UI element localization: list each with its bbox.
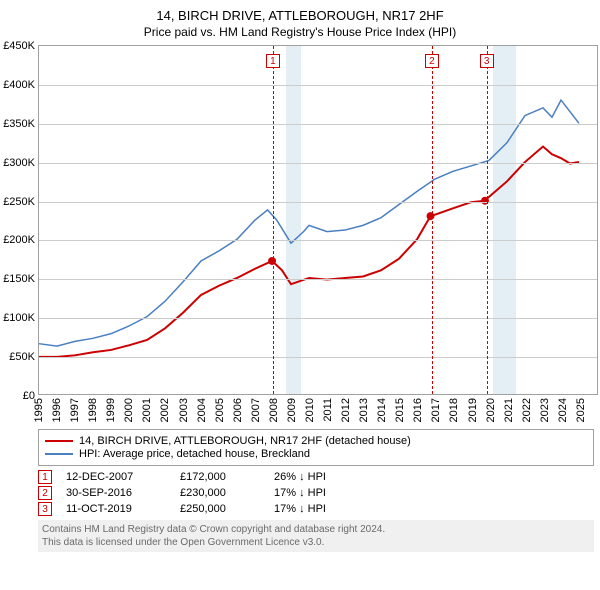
event-delta: 17% ↓ HPI xyxy=(274,487,364,499)
x-axis-label: 2019 xyxy=(467,398,479,422)
marker-number: 1 xyxy=(266,54,280,68)
event-price: £250,000 xyxy=(180,503,260,515)
x-axis-label: 2012 xyxy=(340,398,352,422)
event-delta: 26% ↓ HPI xyxy=(274,471,364,483)
gridline xyxy=(39,163,597,164)
x-axis-label: 1999 xyxy=(105,398,117,422)
x-axis-label: 2021 xyxy=(503,398,515,422)
x-axis-label: 2004 xyxy=(196,398,208,422)
marker-dot xyxy=(427,212,435,220)
x-axis-label: 2018 xyxy=(448,398,460,422)
x-axis-label: 1997 xyxy=(69,398,81,422)
y-axis-label: £400K xyxy=(3,79,35,91)
footnote: Contains HM Land Registry data © Crown c… xyxy=(38,520,594,552)
event-row: 3 11-OCT-2019 £250,000 17% ↓ HPI xyxy=(38,502,594,516)
gridline xyxy=(39,279,597,280)
chart-subtitle: Price paid vs. HM Land Registry's House … xyxy=(0,23,600,45)
chart-plot-area: £0£50K£100K£150K£200K£250K£300K£350K£400… xyxy=(38,45,598,395)
x-axis-label: 2003 xyxy=(178,398,190,422)
x-axis-label: 1995 xyxy=(33,398,45,422)
x-axis-label: 2001 xyxy=(141,398,153,422)
legend-item: 14, BIRCH DRIVE, ATTLEBOROUGH, NR17 2HF … xyxy=(45,435,587,447)
chart-svg xyxy=(39,46,597,394)
gridline xyxy=(39,202,597,203)
x-axis-label: 2017 xyxy=(430,398,442,422)
event-number: 1 xyxy=(38,470,52,484)
event-number: 3 xyxy=(38,502,52,516)
x-axis-label: 2002 xyxy=(159,398,171,422)
footnote-line: This data is licensed under the Open Gov… xyxy=(42,536,590,549)
x-axis-label: 1998 xyxy=(87,398,99,422)
legend-item: HPI: Average price, detached house, Brec… xyxy=(45,448,587,460)
gridline xyxy=(39,85,597,86)
gridline xyxy=(39,318,597,319)
x-axis-label: 2005 xyxy=(214,398,226,422)
x-axis-label: 2016 xyxy=(412,398,424,422)
event-price: £172,000 xyxy=(180,471,260,483)
x-axis-label: 2024 xyxy=(557,398,569,422)
series-line xyxy=(39,100,579,346)
y-axis-label: £100K xyxy=(3,312,35,324)
y-axis-label: £200K xyxy=(3,234,35,246)
x-axis-label: 2023 xyxy=(539,398,551,422)
event-date: 30-SEP-2016 xyxy=(66,487,166,499)
gridline xyxy=(39,357,597,358)
marker-line xyxy=(432,46,433,394)
event-row: 1 12-DEC-2007 £172,000 26% ↓ HPI xyxy=(38,470,594,484)
chart-title: 14, BIRCH DRIVE, ATTLEBOROUGH, NR17 2HF xyxy=(0,0,600,23)
x-axis-label: 2011 xyxy=(322,398,334,422)
y-axis-label: £300K xyxy=(3,157,35,169)
y-axis-label: £250K xyxy=(3,196,35,208)
x-axis-label: 2010 xyxy=(304,398,316,422)
x-axis-label: 1996 xyxy=(51,398,63,422)
event-row: 2 30-SEP-2016 £230,000 17% ↓ HPI xyxy=(38,486,594,500)
marker-number: 2 xyxy=(425,54,439,68)
x-axis-label: 2022 xyxy=(521,398,533,422)
x-axis-label: 2014 xyxy=(376,398,388,422)
x-axis-label: 2007 xyxy=(250,398,262,422)
event-table: 1 12-DEC-2007 £172,000 26% ↓ HPI 2 30-SEP-201… xyxy=(38,470,594,516)
event-delta: 17% ↓ HPI xyxy=(274,503,364,515)
x-axis-label: 2015 xyxy=(394,398,406,422)
event-price: £230,000 xyxy=(180,487,260,499)
gridline xyxy=(39,124,597,125)
event-date: 12-DEC-2007 xyxy=(66,471,166,483)
y-axis-label: £150K xyxy=(3,273,35,285)
marker-line xyxy=(487,46,488,394)
x-axis-label: 2008 xyxy=(268,398,280,422)
marker-number: 3 xyxy=(480,54,494,68)
event-number: 2 xyxy=(38,486,52,500)
footnote-line: Contains HM Land Registry data © Crown c… xyxy=(42,523,590,536)
event-date: 11-OCT-2019 xyxy=(66,503,166,515)
series-line xyxy=(39,147,579,357)
x-axis-label: 2025 xyxy=(575,398,587,422)
y-axis-label: £50K xyxy=(9,351,35,363)
x-axis-label: 2020 xyxy=(485,398,497,422)
legend: 14, BIRCH DRIVE, ATTLEBOROUGH, NR17 2HF … xyxy=(38,429,594,466)
legend-swatch xyxy=(45,440,73,442)
y-axis-label: £350K xyxy=(3,118,35,130)
x-axis-label: 2009 xyxy=(286,398,298,422)
x-axis-label: 2006 xyxy=(232,398,244,422)
legend-label: 14, BIRCH DRIVE, ATTLEBOROUGH, NR17 2HF … xyxy=(79,435,411,447)
legend-label: HPI: Average price, detached house, Brec… xyxy=(79,448,310,460)
x-axis-label: 2013 xyxy=(358,398,370,422)
legend-swatch xyxy=(45,453,73,455)
y-axis-label: £450K xyxy=(3,40,35,52)
marker-line xyxy=(273,46,274,394)
x-axis-label: 2000 xyxy=(123,398,135,422)
gridline xyxy=(39,240,597,241)
